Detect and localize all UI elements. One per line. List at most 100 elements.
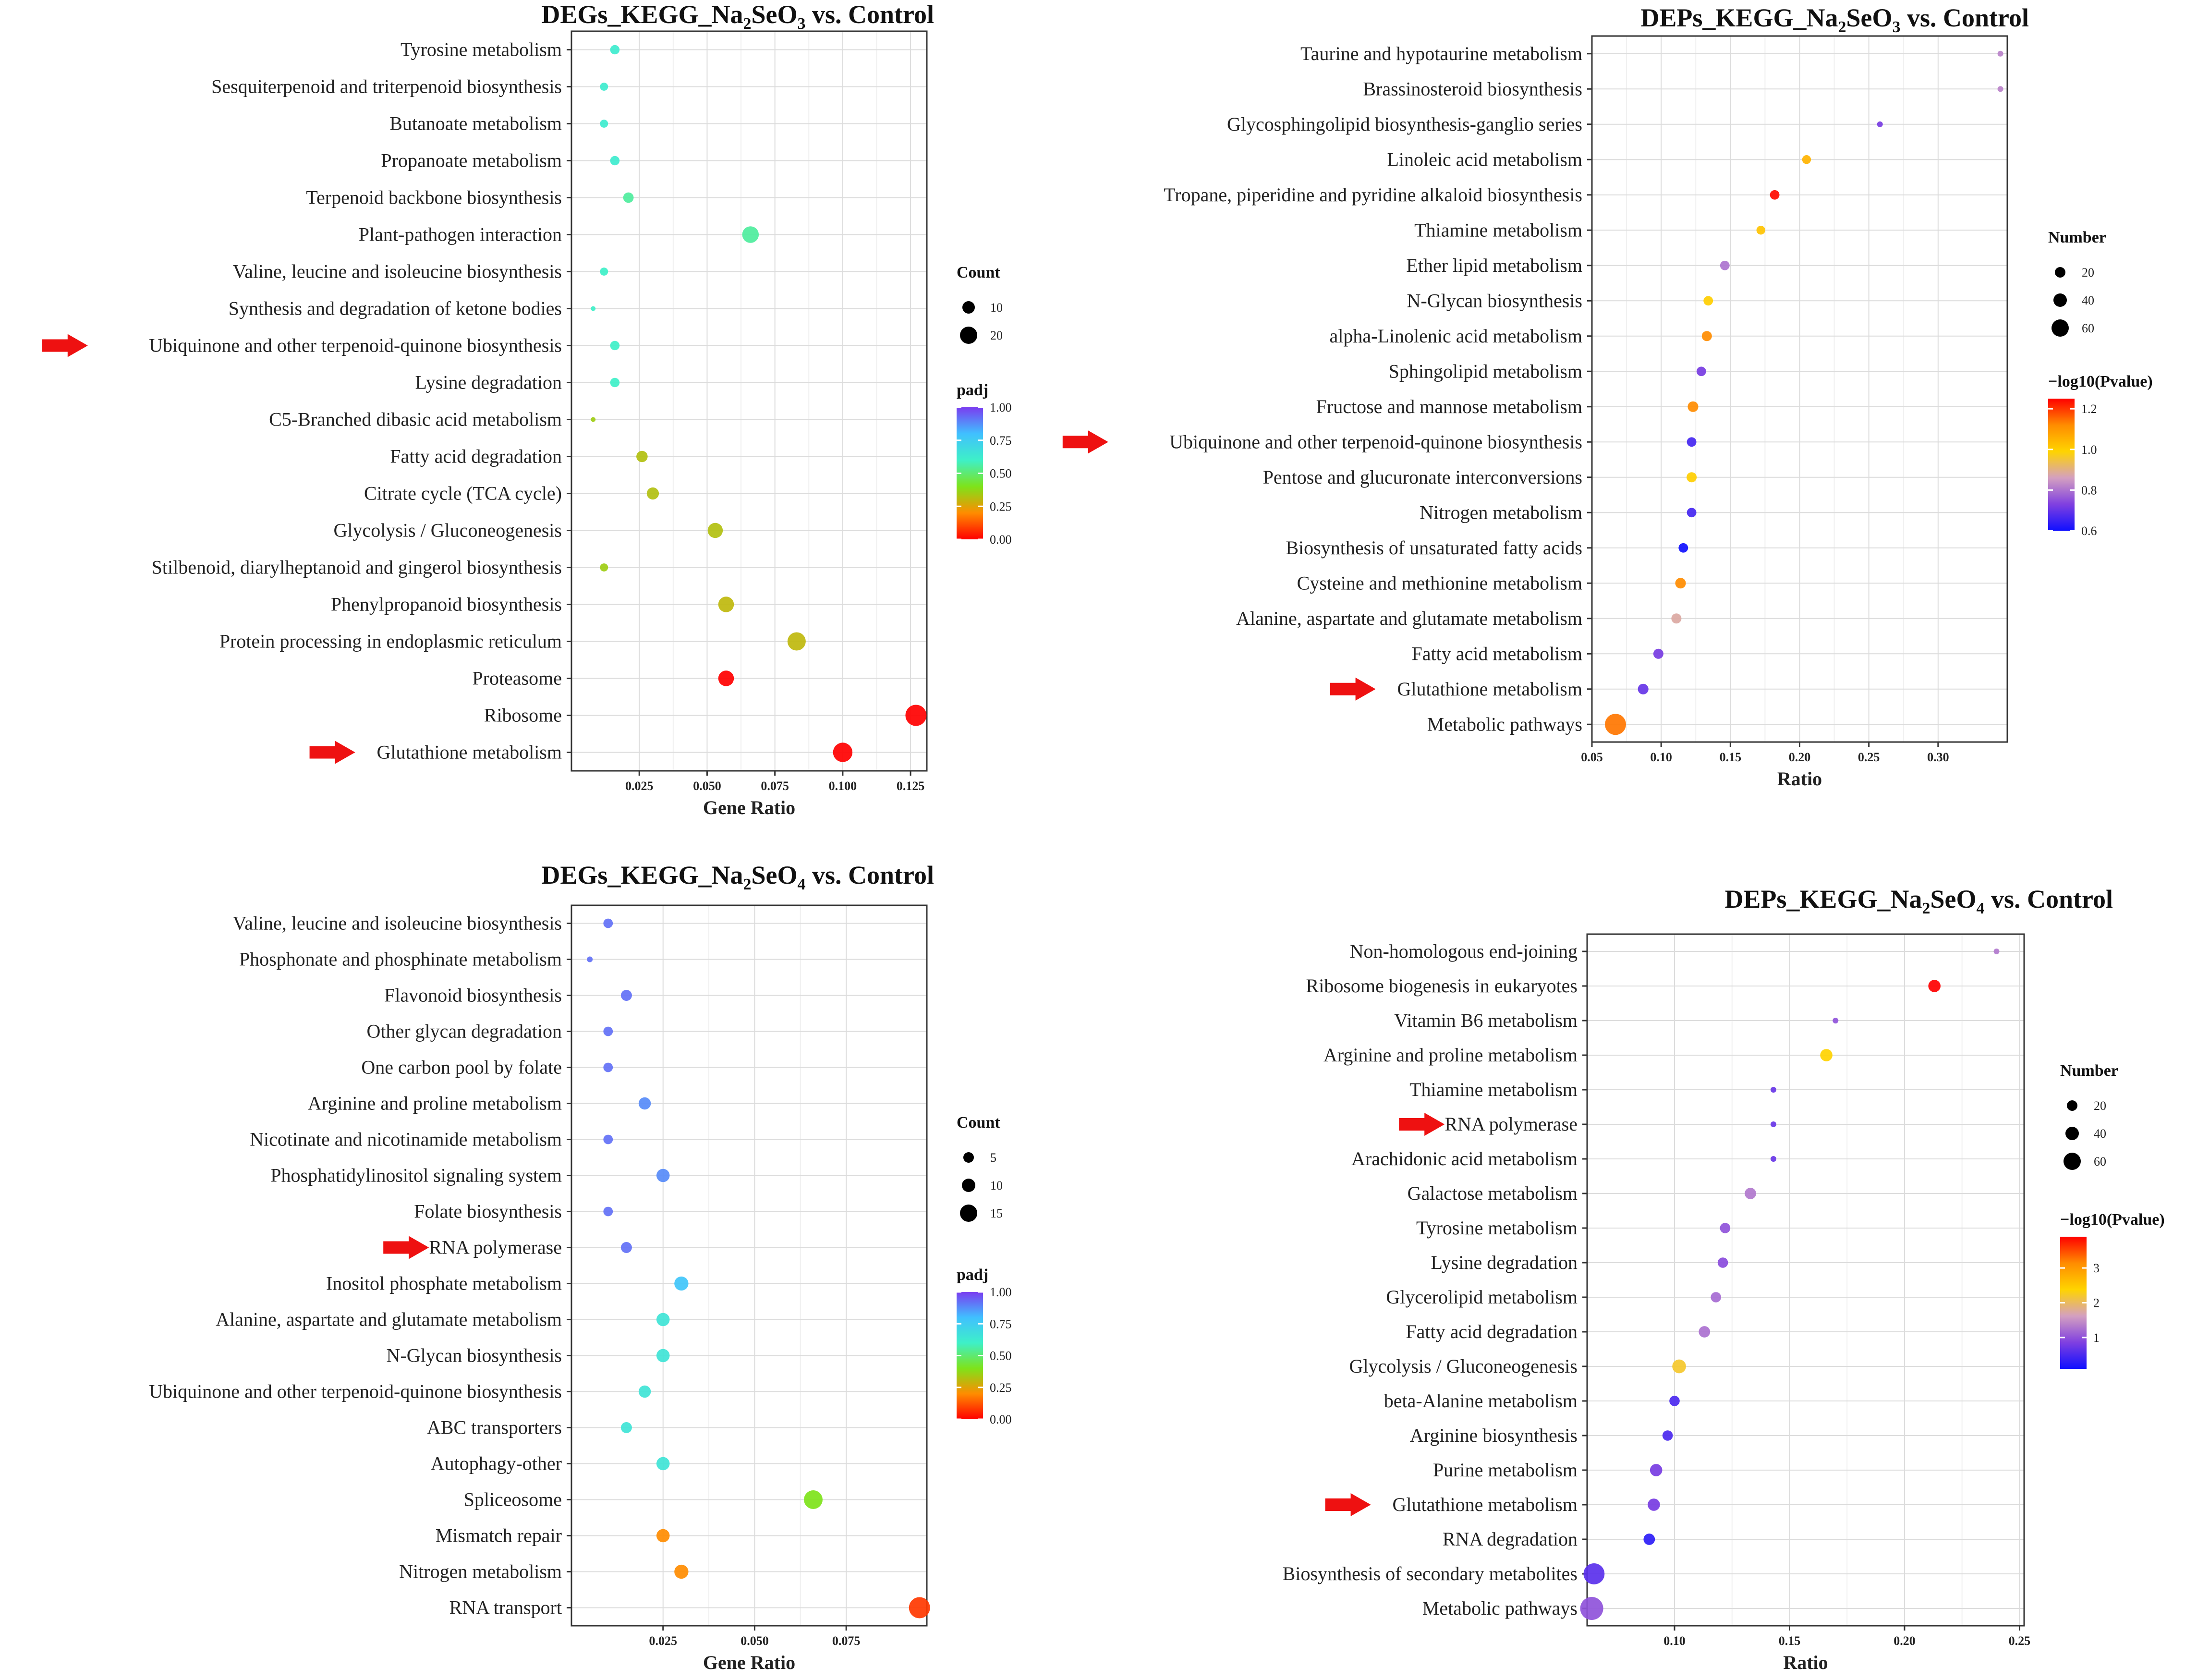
- size-legend-dot: [2055, 267, 2065, 278]
- category-label: Phosphonate and phosphinate metabolism: [239, 949, 562, 970]
- category-label: Brassinosteroid biosynthesis: [1363, 78, 1582, 99]
- category-label: Metabolic pathways: [1427, 713, 1582, 735]
- category-label: Metabolic pathways: [1422, 1597, 1578, 1619]
- category-label: RNA polymerase: [429, 1237, 562, 1258]
- data-point: [833, 743, 853, 762]
- plot-area: [571, 905, 927, 1626]
- data-point: [1687, 472, 1697, 483]
- data-point: [591, 306, 596, 311]
- colorbar-label: 0.8: [2081, 483, 2097, 497]
- data-point: [603, 918, 613, 928]
- colorbar-label: 1.00: [990, 401, 1012, 414]
- data-point: [600, 563, 608, 572]
- colorbar-label: 1.00: [990, 1285, 1012, 1299]
- x-tick-label: 0.075: [832, 1634, 861, 1648]
- data-point: [1583, 1563, 1605, 1584]
- category-label: Stilbenoid, diarylheptanoid and gingerol…: [152, 557, 562, 578]
- category-label: Sesquiterpenoid and triterpenoid biosynt…: [211, 76, 562, 97]
- category-label: N-Glycan biosynthesis: [386, 1345, 562, 1366]
- data-point: [1997, 86, 2003, 92]
- category-label: Folate biosynthesis: [414, 1201, 562, 1222]
- category-label: Phosphatidylinositol signaling system: [270, 1165, 562, 1186]
- size-legend-label: 20: [990, 329, 1003, 342]
- data-point: [909, 1597, 930, 1619]
- colorbar-label: 0.00: [990, 1412, 1012, 1426]
- colorbar-label: 1.2: [2081, 402, 2097, 416]
- category-label: Terpenoid backbone biosynthesis: [306, 187, 562, 208]
- category-label: Ubiquinone and other terpenoid-quinone b…: [149, 335, 562, 356]
- x-tick-label: 0.050: [740, 1634, 769, 1648]
- title-part: vs. Control: [805, 0, 934, 29]
- colorbar-label: 0.00: [990, 533, 1012, 547]
- colorbar-label: 0.25: [990, 1381, 1012, 1395]
- category-label: RNA polymerase: [1445, 1113, 1578, 1135]
- x-tick-label: 0.075: [761, 779, 789, 793]
- title-subscript: 4: [797, 876, 805, 893]
- category-label: Glutathione metabolism: [377, 742, 562, 763]
- data-point: [1701, 331, 1712, 341]
- category-label: One carbon pool by folate: [361, 1057, 562, 1078]
- x-tick-label: 0.20: [1894, 1634, 1916, 1648]
- category-label: Thiamine metabolism: [1409, 1079, 1578, 1100]
- category-label: ABC transporters: [427, 1417, 562, 1438]
- colorbar-label: 1.0: [2081, 443, 2097, 457]
- x-tick-label: 0.30: [1927, 750, 1949, 764]
- category-label: Ubiquinone and other terpenoid-quinone b…: [149, 1381, 562, 1402]
- data-point: [1745, 1188, 1756, 1199]
- category-label: Ribosome: [484, 705, 562, 726]
- category-label: Protein processing in endoplasmic reticu…: [219, 631, 562, 652]
- data-point: [1669, 1396, 1680, 1406]
- colorbar-label: 0.50: [990, 1349, 1012, 1363]
- colorbar-label: 0.6: [2081, 524, 2097, 538]
- category-label: Autophagy-other: [431, 1453, 562, 1474]
- data-point: [587, 956, 593, 962]
- category-label: Alanine, aspartate and glutamate metabol…: [216, 1309, 562, 1330]
- data-point: [1687, 508, 1697, 518]
- title-subscript: 2: [743, 876, 751, 893]
- data-point: [610, 341, 620, 351]
- data-point: [1770, 1156, 1776, 1162]
- data-point: [1662, 1430, 1673, 1441]
- category-label: Arginine and proline metabolism: [1323, 1044, 1578, 1066]
- plot-frame: [571, 30, 928, 772]
- category-label: Phenylpropanoid biosynthesis: [331, 594, 562, 615]
- data-point: [1928, 980, 1941, 992]
- title-subscript: 2: [1838, 18, 1846, 36]
- data-point: [603, 1062, 613, 1072]
- data-point: [610, 45, 620, 55]
- red-arrow-icon: [1325, 1493, 1371, 1516]
- data-point: [1580, 1597, 1603, 1620]
- category-label: RNA degradation: [1443, 1528, 1578, 1550]
- data-point: [1699, 1326, 1711, 1338]
- category-label: Galactose metabolism: [1408, 1182, 1578, 1204]
- x-tick-label: 0.025: [649, 1634, 677, 1648]
- category-label: Glycerolipid metabolism: [1386, 1286, 1578, 1308]
- color-legend-title: padj: [957, 381, 988, 399]
- x-tick-label: 0.10: [1663, 1634, 1686, 1648]
- size-legend-title: Count: [957, 264, 1000, 281]
- category-label: Ribosome biogenesis in eukaryotes: [1306, 975, 1578, 997]
- category-label: Pentose and glucuronate interconversions: [1263, 466, 1582, 488]
- x-tick-label: 0.25: [1858, 750, 1880, 764]
- title-subscript: 4: [1976, 900, 1984, 917]
- data-point: [905, 705, 927, 726]
- colorbar-label: 2: [2093, 1296, 2100, 1310]
- data-point: [656, 1349, 670, 1363]
- data-point: [1802, 155, 1811, 164]
- data-point: [638, 1385, 651, 1398]
- size-legend-dot: [963, 1152, 974, 1163]
- size-legend-dot: [962, 1179, 975, 1192]
- title-part: SeO: [751, 0, 797, 29]
- data-point: [674, 1564, 689, 1579]
- color-legend-title: padj: [957, 1266, 988, 1284]
- x-tick-label: 0.10: [1650, 750, 1672, 764]
- size-legend-label: 40: [2094, 1127, 2106, 1141]
- title-part: DEPs_KEGG_Na: [1724, 885, 1922, 913]
- x-tick-label: 0.05: [1581, 750, 1603, 764]
- category-label: Cysteine and methionine metabolism: [1297, 572, 1582, 594]
- data-point: [718, 597, 734, 612]
- data-point: [1770, 190, 1780, 200]
- title-part: SeO: [1846, 3, 1892, 32]
- category-label: Taurine and hypotaurine metabolism: [1300, 43, 1582, 64]
